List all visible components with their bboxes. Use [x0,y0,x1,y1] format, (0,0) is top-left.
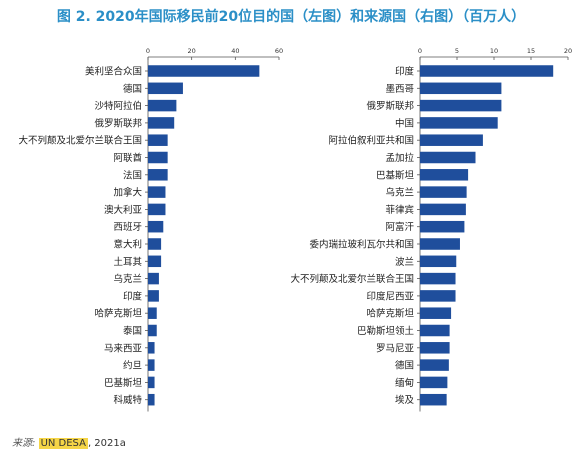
source-label: 来源: [12,438,36,449]
chart-title: 图 2. 2020年国际移民前20位目的国（左图）和来源国（右图）（百万人） [56,9,526,25]
bar [420,238,460,250]
category-label: 俄罗斯联邦 [94,117,142,129]
bar [148,134,168,146]
bar [148,272,159,285]
category-label: 德国 [123,83,142,95]
category-label: 德国 [395,360,414,372]
bar [148,117,175,129]
bar [148,290,159,302]
bar [148,82,183,95]
category-label: 埃及 [395,394,415,406]
category-label: 澳大利亚 [104,204,143,216]
bar [420,220,465,233]
category-label: 美利坚合众国 [85,66,142,78]
category-label: 缅甸 [395,377,414,389]
category-label: 哈萨克斯坦 [366,308,414,320]
bar [420,134,483,146]
bar [420,117,498,129]
category-label: 泰国 [123,325,142,337]
bar [420,393,447,406]
bar [420,342,450,354]
bar [420,82,502,95]
bar [420,203,466,216]
category-label: 波兰 [395,256,414,268]
category-label: 大不列颠及北爱尔兰联合王国 [18,135,142,147]
bar [148,220,164,233]
bar [420,151,476,164]
bar [148,203,166,216]
x-tick-label: 5 [455,47,459,55]
category-label: 西班牙 [113,221,142,233]
bar [420,255,457,268]
bar [148,359,155,371]
bar [420,307,452,319]
category-label: 委内瑞拉玻利瓦尔共和国 [309,239,414,251]
origin-countries-panel: 0 5 10 15 20 印度墨西哥俄罗斯联邦中国阿拉伯叙利亚共和国孟加拉巴基斯坦乌克兰菲… [290,47,572,412]
source-year: , 2021a [87,438,126,449]
bar [420,99,502,112]
category-label: 阿富汗 [385,221,414,233]
bar [148,255,162,268]
category-label: 沙特阿拉伯 [94,100,142,112]
category-label: 科威特 [113,394,142,406]
category-label: 乌克兰 [385,187,414,199]
bar [148,151,168,164]
category-label: 哈萨克斯坦 [94,308,142,320]
bar [148,376,155,389]
bar [148,186,166,198]
category-label: 巴基斯坦 [104,377,143,389]
category-label: 罗马尼亚 [376,343,415,354]
x-tick-label: 0 [146,47,150,55]
category-label: 意大利 [113,239,142,251]
category-label: 乌克兰 [113,273,142,285]
source-link[interactable]: UN DESA [38,438,88,449]
category-label: 法国 [123,169,142,181]
bar [148,342,155,354]
category-label: 孟加拉 [385,152,414,164]
bar [148,65,260,77]
bar [420,272,456,285]
x-tick-label: 10 [490,47,498,55]
destination-countries-panel: 0 20 40 60 美利坚合众国德国沙特阿拉伯俄罗斯联邦大不列颠及北爱尔兰联合王国阿联… [18,47,283,412]
x-tick-label: 40 [231,47,239,55]
category-label: 土耳其 [113,256,142,268]
category-label: 印度 [395,66,415,78]
category-label: 加拿大 [113,187,142,199]
bar [148,393,155,406]
category-label: 墨西哥 [385,84,414,95]
category-label: 巴勒斯坦领土 [357,325,415,337]
bar [420,359,449,371]
x-tick-label: 20 [188,47,196,55]
bar [420,65,554,77]
category-label: 印度 [123,290,143,302]
x-tick-label: 0 [418,47,422,55]
bar [148,169,168,181]
category-label: 巴基斯坦 [376,169,415,181]
bar [148,99,177,112]
bar [420,290,456,302]
source-note: 来源: UN DESA, 2021a [12,434,126,449]
bar [420,169,469,181]
bar [420,324,450,337]
category-label: 约旦 [123,360,142,372]
category-label: 大不列颠及北爱尔兰联合王国 [290,273,414,285]
x-tick-label: 60 [275,47,283,55]
x-tick-label: 15 [527,47,535,55]
category-label: 阿拉伯叙利亚共和国 [328,135,414,147]
category-label: 阿联酋 [113,152,142,164]
bar [148,324,157,337]
category-label: 印度尼西亚 [366,290,414,302]
bar [148,307,157,319]
category-label: 菲律宾 [385,204,414,216]
category-label: 俄罗斯联邦 [366,100,414,112]
bar [420,186,467,198]
x-tick-label: 20 [564,47,572,55]
category-label: 中国 [395,117,414,129]
category-label: 马来西亚 [104,343,143,354]
bar [420,376,448,389]
bar [148,238,162,250]
